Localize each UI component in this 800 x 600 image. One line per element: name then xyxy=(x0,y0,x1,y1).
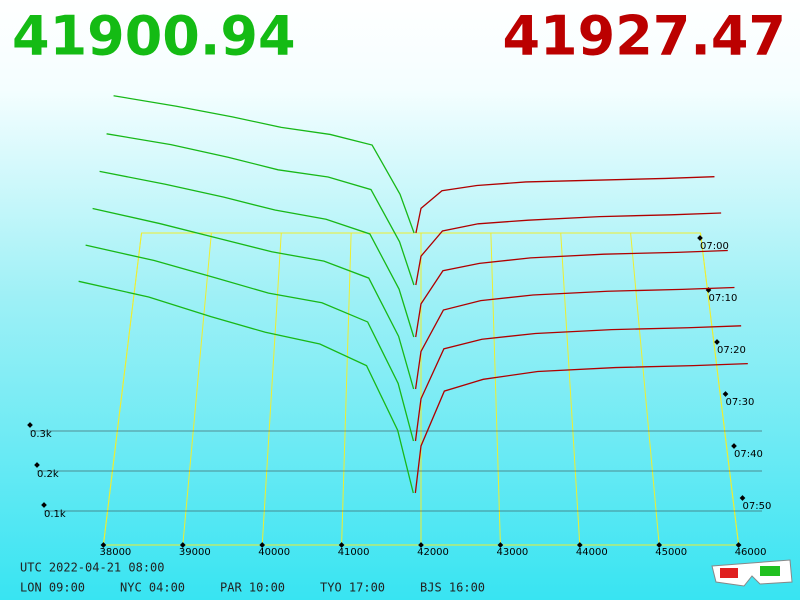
ask-depth-line xyxy=(415,176,715,234)
grid-line xyxy=(630,232,660,546)
plot: 38000 39000 40000 41000 42000 43000 44000 45000… xyxy=(27,95,772,558)
tick-marker xyxy=(179,542,186,548)
x-tick-label: 40000 xyxy=(258,547,290,558)
time-label: 07:50 xyxy=(743,501,772,512)
tick-marker xyxy=(497,542,504,548)
utc-time: UTC 2022-04-21 08:00 xyxy=(20,561,165,575)
tick-marker xyxy=(735,542,742,548)
bid-depth-line xyxy=(99,170,415,338)
clock-label: BJS 16:00 xyxy=(420,581,485,595)
bid-depth-line xyxy=(78,280,414,494)
x-tick-label: 38000 xyxy=(99,547,131,558)
tick-marker xyxy=(576,542,583,548)
ask-depth-line xyxy=(414,286,735,390)
tick-marker xyxy=(100,542,107,548)
bid-depth-line xyxy=(106,133,415,286)
clock-label: LON 09:00 xyxy=(20,581,85,595)
grid-line xyxy=(490,232,501,546)
z-tick-label: 0.1k xyxy=(44,509,66,520)
time-label: 07:10 xyxy=(709,293,738,304)
bid-price: 41900.94 xyxy=(12,5,296,68)
clock-label: NYC 04:00 xyxy=(120,581,185,595)
x-tick-label: 46000 xyxy=(735,547,767,558)
grid-line xyxy=(560,232,581,546)
grid-line xyxy=(341,232,352,546)
time-label: 07:20 xyxy=(717,345,746,356)
bid-depth-line xyxy=(92,207,415,390)
ask-depth-line xyxy=(415,212,722,286)
tick-marker xyxy=(418,542,424,548)
x-tick-label: 45000 xyxy=(655,547,687,558)
x-tick-label: 43000 xyxy=(496,547,528,558)
time-label: 07:00 xyxy=(700,241,729,252)
grid-line xyxy=(102,232,143,546)
ask-depth-line xyxy=(414,362,748,494)
glasses-icon xyxy=(711,559,793,587)
grid-line xyxy=(699,232,740,546)
x-tick-label: 39000 xyxy=(179,547,211,558)
ask-depth-line xyxy=(414,325,742,442)
ask-price: 41927.47 xyxy=(502,5,786,68)
x-tick-label: 41000 xyxy=(338,547,370,558)
z-tick-label: 0.3k xyxy=(30,429,52,440)
tick-marker xyxy=(739,495,746,501)
tick-marker xyxy=(27,422,33,428)
tick-marker xyxy=(722,391,729,397)
tick-marker xyxy=(714,339,720,345)
x-tick-label: 44000 xyxy=(576,547,608,558)
tick-marker xyxy=(656,542,663,548)
bid-depth-line xyxy=(113,95,415,234)
bid-depth-line xyxy=(85,244,415,442)
clock-label: PAR 10:00 xyxy=(220,581,285,595)
grid-line xyxy=(261,232,282,546)
time-label: 07:30 xyxy=(726,397,755,408)
grid-line xyxy=(182,232,212,546)
tick-marker xyxy=(338,542,345,548)
ask-depth-line xyxy=(415,249,728,338)
tick-marker xyxy=(697,235,703,241)
x-tick-label: 42000 xyxy=(417,547,449,558)
clock-label: TYO 17:00 xyxy=(320,581,385,595)
tick-marker xyxy=(259,542,266,548)
time-label: 07:40 xyxy=(734,449,763,460)
z-tick-label: 0.2k xyxy=(37,469,59,480)
tick-marker xyxy=(731,443,737,449)
